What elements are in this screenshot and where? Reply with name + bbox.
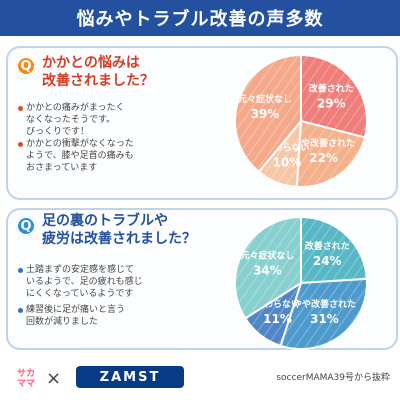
question-badge: Q <box>16 216 36 236</box>
pie-slice-group: 改善された 24% <box>300 215 368 285</box>
question-heading: 足の裏のトラブルや 疲労は改善されました？ <box>42 212 222 248</box>
comment-line: ようで、膝や足首の痛みも <box>26 151 134 161</box>
pie-slice-texture <box>235 55 301 172</box>
pie-slice-group: 改善された 29% <box>300 53 368 139</box>
comment-line: にくくなっているようです <box>26 289 134 299</box>
question-heading: かかとの悩みは 改善されました？ <box>42 54 192 90</box>
source-credit: soccerMAMA39号から抜粋 <box>276 373 390 383</box>
comment-item: 練習後に足が痛いと言う 回数が減りました <box>18 304 206 328</box>
question-line: 改善されました？ <box>42 73 154 89</box>
pie-slice-value: 29% <box>317 97 346 111</box>
pie-slice-label: やや改善された <box>293 298 356 310</box>
pie-slice-texture <box>301 217 367 283</box>
collaboration-mark: × <box>46 368 62 389</box>
pie-slice-label: 改善された <box>309 83 354 95</box>
comment-line: いるようで、足の疲れも感じ <box>26 277 143 287</box>
pie-chart-heel: 改善された 29% やや改善された 22% 変わらない 10% 元々症状なし 39% <box>226 46 376 196</box>
question-line: 疲労は改善されました？ <box>42 231 196 247</box>
pie-slice-value: 22% <box>309 151 338 165</box>
pie-slice-value: 31% <box>310 312 339 326</box>
comment-line: びっくりです！ <box>26 127 90 137</box>
pie-slice-value: 10% <box>273 156 302 170</box>
page-title: 悩みやトラブル改善の声多数 <box>0 0 400 36</box>
question-line: かかとの悩みは <box>42 55 140 71</box>
pie-slice-value: 24% <box>313 254 342 268</box>
comment-line: かかとの衝撃がなくなった <box>26 139 134 149</box>
pie-slice-texture <box>280 278 367 349</box>
comment-item: かかとの衝撃がなくなった ようで、膝や足首の痛みも おさまっています <box>18 138 186 174</box>
comment-line: 土踏まずの安定感を感じて <box>26 265 135 275</box>
pie-slice-label: やや改善された <box>292 137 355 149</box>
pie-slice-texture <box>258 121 301 187</box>
pie-slice-value: 34% <box>253 264 282 278</box>
pie-slice-value: 11% <box>263 312 292 326</box>
footer: サカ ママ × ZAMST soccerMAMA39号から抜粋 <box>0 352 400 400</box>
comment-line: 練習後に足が痛いと言う <box>26 305 126 315</box>
pie-slice-label: 元々症状なし <box>240 250 294 262</box>
pie-slice-label: 改善された <box>305 240 350 252</box>
comment-item: 土踏まずの安定感を感じて いるようで、足の疲れも感じ にくくなっているようです <box>18 264 206 300</box>
pie-slice-texture <box>301 55 367 138</box>
comment-line: 回数が減りました <box>26 317 99 327</box>
pie-slice-texture <box>245 283 301 346</box>
pie-slice-group: 元々症状なし 34% <box>234 215 302 320</box>
sakamama-logo: サカ ママ <box>8 361 44 397</box>
question-line: 足の裏のトラブルや <box>42 213 168 229</box>
pie-slice-texture <box>234 217 301 319</box>
comment-line: なくなったそうです。 <box>26 115 116 125</box>
pie-chart-foot: 改善された 24% やや改善された 31% 変わらない 11% 元々症状なし 34% <box>226 208 376 358</box>
zamst-logo: ZAMST <box>76 366 184 388</box>
comment-item: かかとの痛みがまったく なくなったそうです。 びっくりです！ <box>18 102 186 138</box>
pie-slice-texture <box>296 121 365 187</box>
comment-line: おさまっています <box>26 163 98 173</box>
question-badge: Q <box>16 56 36 76</box>
pie-slice-group: やや改善された 22% <box>292 119 367 188</box>
brand-line: ママ <box>16 379 35 389</box>
pie-slice-group: やや改善された 31% <box>279 277 368 350</box>
page-title-text: 悩みやトラブル改善の声多数 <box>76 9 324 30</box>
brand-line: サカ <box>16 369 35 379</box>
pie-slice-group: 元々症状なし 39% <box>234 53 302 174</box>
comment-line: かかとの痛みがまったく <box>26 103 125 113</box>
pie-slice-value: 39% <box>251 107 280 121</box>
pie-slice-label: 元々症状なし <box>238 93 292 105</box>
